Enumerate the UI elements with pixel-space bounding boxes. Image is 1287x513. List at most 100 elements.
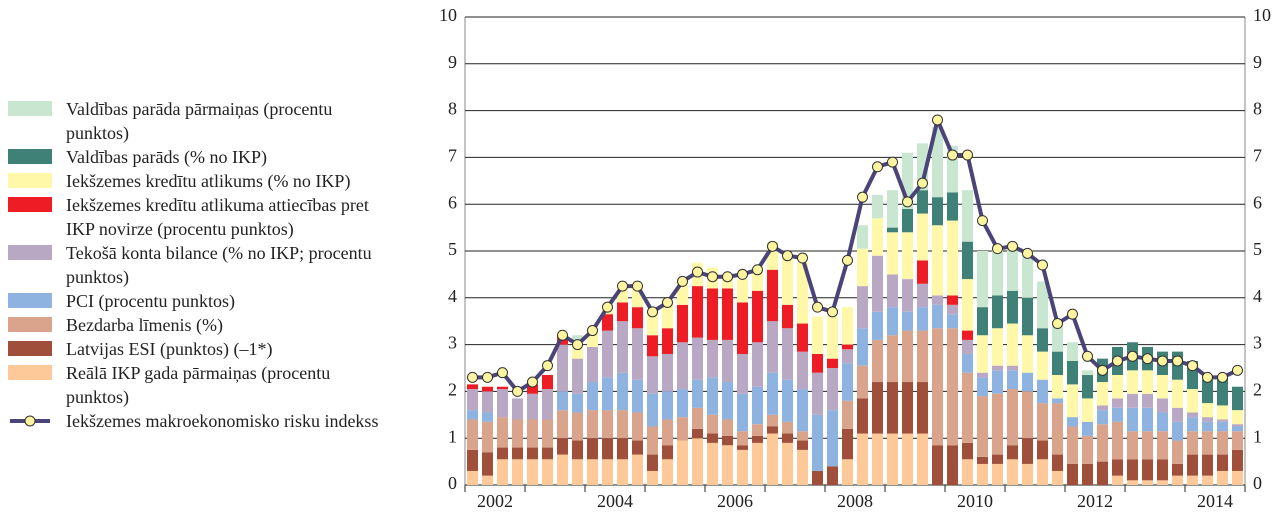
bar-segment (572, 358, 583, 394)
y2-tick-label: 8 (1253, 99, 1262, 119)
bar-segment (662, 353, 673, 392)
bar-segment (902, 279, 913, 312)
bar-segment (752, 386, 763, 425)
legend-swatch (8, 365, 52, 380)
bar-segment (962, 442, 973, 460)
bar-segment (692, 438, 703, 485)
bar-segment (827, 316, 838, 359)
bar-segment (512, 398, 523, 420)
bar-segment (467, 389, 478, 411)
y-tick-label: 3 (448, 333, 457, 353)
bar-segment (992, 370, 1003, 394)
bar-segment (1007, 445, 1018, 460)
bar-segment (617, 288, 628, 303)
bar-segment (1007, 365, 1018, 371)
bar-segment (917, 143, 928, 191)
legend-swatch (8, 101, 52, 116)
bar-segment (707, 339, 718, 378)
bar-segment (1112, 421, 1123, 460)
bar-segment (962, 459, 973, 485)
bar-segment (962, 353, 973, 373)
legend-item: Valdības parāda pārmaiņas (procentu punk… (8, 97, 408, 145)
index-marker (797, 252, 808, 264)
legend: Valdības parāda pārmaiņas (procentu punk… (8, 97, 408, 433)
index-marker (1007, 240, 1018, 252)
index-marker (902, 196, 913, 208)
bar-segment (737, 431, 748, 446)
bar-segment (647, 426, 658, 455)
bar-segment (617, 372, 628, 411)
legend-item: PCI (procentu punktos) (8, 289, 408, 313)
bar-segment (497, 459, 508, 485)
bar-segment (1142, 407, 1153, 432)
bar-segment (932, 126, 943, 198)
bar-segment (782, 304, 793, 329)
bar-segment (992, 295, 1003, 329)
bar-segment (842, 400, 853, 429)
index-marker (1232, 364, 1243, 376)
bar-segment (977, 335, 988, 373)
bar-segment (617, 410, 628, 439)
bar-segment (1157, 431, 1168, 460)
bar-segment (1022, 251, 1033, 298)
bar-segment (1187, 454, 1198, 476)
legend-label: Bezdarba līmenis (%) (66, 315, 223, 335)
bar-segment (1187, 475, 1198, 485)
bar-segment (992, 393, 1003, 455)
index-marker (827, 306, 838, 318)
bar-segment (542, 419, 553, 448)
bar-segment (752, 442, 763, 485)
y-tick-label: 2 (448, 380, 457, 400)
bar-segment (887, 232, 898, 275)
bar-segment (857, 398, 868, 434)
index-marker (812, 301, 823, 313)
bar-segment (1037, 440, 1048, 460)
legend-item: Iekšzemes makroekonomisko risku indekss (8, 409, 408, 433)
bar-segment (767, 321, 778, 373)
index-marker (722, 271, 733, 283)
bar-segment (1007, 389, 1018, 446)
bar-segment (632, 379, 643, 413)
index-marker (1202, 371, 1213, 383)
bar-segment (1217, 377, 1228, 406)
y2-tick-label: 2 (1253, 380, 1262, 400)
bar-segment (752, 269, 763, 291)
bar-segment (872, 382, 883, 434)
bar-segment (977, 372, 988, 378)
index-marker (737, 268, 748, 280)
bar-segment (887, 274, 898, 308)
bar-segment (587, 332, 598, 347)
bar-segment (482, 421, 493, 453)
bar-segment (1082, 398, 1093, 422)
bar-segment (722, 419, 733, 436)
bar-segment (527, 384, 538, 394)
bar-segment (1022, 391, 1033, 439)
legend-item: Latvijas ESI (punktos) (–1*) (8, 337, 408, 361)
bar-segment (902, 232, 913, 280)
legend-item: Tekošā konta bilance (% no IKP; procentu… (8, 241, 408, 289)
bar-segment (497, 389, 508, 418)
y-tick-label: 0 (448, 473, 457, 493)
legend-item: Valdības parāds (% no IKP) (8, 145, 408, 169)
index-marker (542, 360, 553, 372)
bar-segment (632, 288, 643, 308)
bar-segment (992, 365, 1003, 371)
bar-segment (467, 410, 478, 420)
bar-segment (692, 286, 703, 338)
index-marker (617, 280, 628, 292)
bar-segment (1202, 431, 1213, 455)
bar-segment (1037, 281, 1048, 329)
bar-segment (1067, 426, 1078, 464)
bar-segment (767, 426, 778, 434)
bar-segment (887, 433, 898, 485)
bar-segment (647, 335, 658, 357)
bar-segment (902, 152, 913, 209)
bar-segment (737, 449, 748, 485)
bar-segment (1202, 421, 1213, 432)
bar-segment (782, 379, 793, 422)
bar-segment (887, 227, 898, 233)
bar-segment (527, 419, 538, 448)
bar-segment (1232, 431, 1243, 450)
bar-segment (1202, 417, 1213, 422)
bar-segment (1097, 424, 1108, 462)
